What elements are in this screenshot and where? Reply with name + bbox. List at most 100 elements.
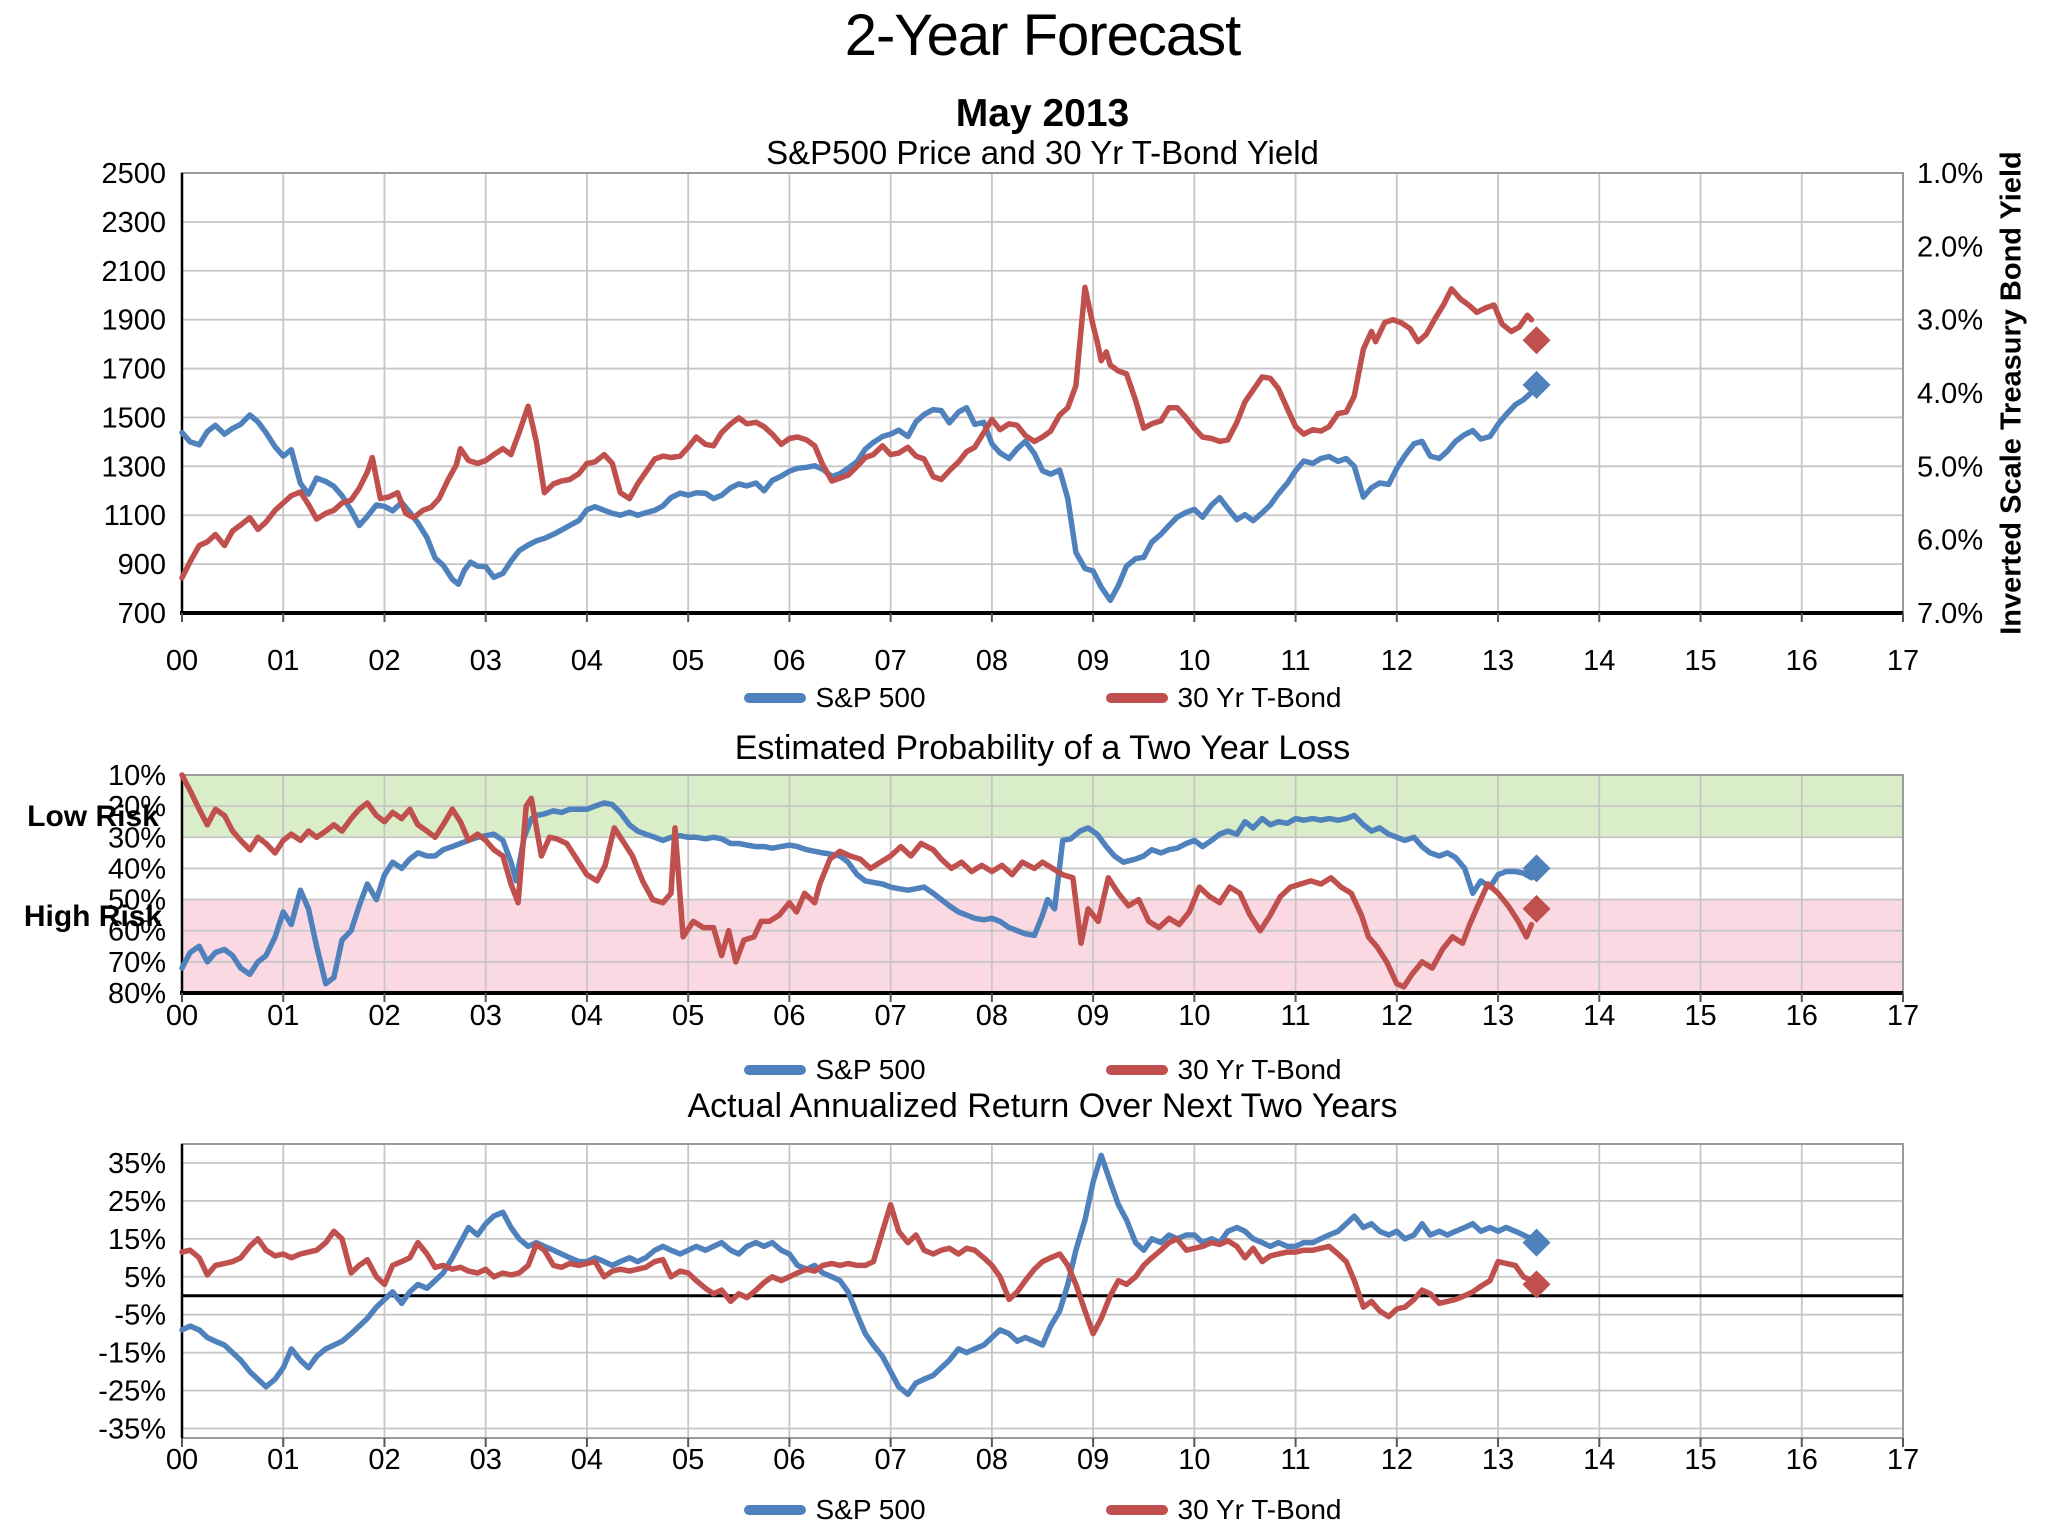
sp500-return-line	[179, 1152, 1535, 1398]
tbond-legend-swatch	[1105, 1505, 1168, 1515]
price-chart-x-tick-label: 15	[1684, 645, 1716, 677]
legend-item-sp500: S&P 500	[743, 1494, 926, 1526]
probability-chart-legend: S&P 500 30 Yr T-Bond	[182, 1054, 1903, 1086]
probability-chart-x-tick-label: 17	[1887, 1000, 1919, 1032]
probability-chart-x-tick-label: 00	[166, 1000, 198, 1032]
price-chart-y-tick-label: 900	[118, 549, 166, 581]
return-chart-y-tick-label: -35%	[98, 1414, 166, 1446]
price-chart-x-tick-label: 06	[773, 645, 805, 677]
return-chart-x-tick-label: 15	[1684, 1444, 1716, 1476]
probability-chart-y-tick-label: 50%	[108, 885, 166, 917]
probability-chart-x-tick-label: 03	[470, 1000, 502, 1032]
tbond-legend-swatch	[1105, 1065, 1168, 1075]
probability-chart-title: Estimated Probability of a Two Year Loss	[734, 729, 1351, 767]
price-chart-x-tick-label: 09	[1077, 645, 1109, 677]
probability-chart-y-tick-label: 20%	[108, 791, 166, 823]
probability-chart-x-tick-label: 05	[672, 1000, 704, 1032]
price-chart-x-tick-label: 02	[368, 645, 400, 677]
return-chart-y-tick-label: 35%	[108, 1148, 166, 1180]
tbond-return-line	[179, 1201, 1535, 1337]
price-chart-y-tick-label: 1700	[101, 354, 166, 386]
probability-chart-x-tick-label: 16	[1786, 1000, 1818, 1032]
price-chart-x-tick-label: 16	[1786, 645, 1818, 677]
probability-chart-x-tick-label: 01	[267, 1000, 299, 1032]
high-risk-label: High Risk	[23, 900, 163, 933]
tbond-yield-line-forecast-diamond	[1522, 326, 1551, 355]
sp500-legend-swatch	[743, 1065, 806, 1075]
sp500-legend-swatch	[743, 693, 806, 703]
return-chart-x-tick-label: 01	[267, 1444, 299, 1476]
probability-chart-x-tick-label: 04	[571, 1000, 603, 1032]
price-chart-x-tick-label: 11	[1281, 645, 1311, 677]
tbond-yield-line	[179, 284, 1535, 581]
return-chart-x-tick-label: 11	[1281, 1444, 1311, 1476]
price-chart-x-tick-label: 14	[1583, 645, 1615, 677]
return-chart-x-tick-label: 09	[1077, 1444, 1109, 1476]
legend-item-tbond: 30 Yr T-Bond	[1105, 1054, 1342, 1086]
price-chart-x-tick-label: 10	[1178, 645, 1210, 677]
probability-chart-y-tick-label: 30%	[108, 822, 166, 854]
price-chart-x-tick-label: 03	[470, 645, 502, 677]
probability-chart-x-tick-label: 09	[1077, 1000, 1109, 1032]
return-chart-legend: S&P 500 30 Yr T-Bond	[182, 1494, 1903, 1526]
return-chart-x-tick-label: 04	[571, 1444, 603, 1476]
return-chart-title: Actual Annualized Return Over Next Two Y…	[687, 1087, 1398, 1125]
return-chart-x-tick-label: 06	[773, 1444, 805, 1476]
low-risk-label: Low Risk	[27, 800, 159, 833]
price-chart-x-tick-label: 07	[875, 645, 907, 677]
price-chart-title: S&P500 Price and 30 Yr T-Bond Yield	[766, 134, 1319, 171]
tbond-probability-line-forecast-diamond	[1522, 894, 1551, 923]
sp500-price-line-forecast-diamond	[1522, 370, 1551, 399]
price-chart-x-tick-label: 17	[1887, 645, 1919, 677]
probability-chart: 10%20%30%40%50%60%70%80%00 01 02 03 04 05 06 07…	[108, 760, 1919, 1032]
price-chart-y-tick-label: 700	[118, 598, 166, 630]
price-chart-y-tick-label: 1100	[104, 500, 166, 532]
return-chart-x-tick-label: 16	[1786, 1444, 1818, 1476]
price-chart-x-tick-label: 08	[976, 645, 1008, 677]
right-axis-title: Inverted Scale Treasury Bond Yield	[1995, 151, 2028, 635]
legend-item-sp500: S&P 500	[743, 1054, 926, 1086]
probability-chart-y-tick-label: 80%	[108, 978, 166, 1010]
price-chart-right-y-tick-label: 5.0%	[1917, 451, 1983, 483]
tbond-legend-swatch	[1105, 693, 1168, 703]
probability-chart-x-tick-label: 12	[1381, 1000, 1413, 1032]
probability-chart-x-tick-label: 06	[773, 1000, 805, 1032]
return-chart-x-tick-label: 13	[1482, 1444, 1514, 1476]
price-chart-right-y-tick-label: 3.0%	[1917, 305, 1983, 337]
sp500-return-line-forecast-diamond	[1522, 1228, 1551, 1257]
probability-chart-y-tick-label: 10%	[108, 760, 166, 792]
price-chart-legend: S&P 500 30 Yr T-Bond	[182, 682, 1903, 714]
return-chart-x-tick-label: 12	[1381, 1444, 1413, 1476]
return-chart-x-tick-label: 05	[672, 1444, 704, 1476]
price-chart: 250023002100190017001500130011009007001.…	[101, 158, 1983, 677]
return-chart-x-tick-label: 10	[1178, 1444, 1210, 1476]
price-chart-y-tick-label: 2300	[101, 207, 166, 239]
probability-chart-x-tick-label: 13	[1482, 1000, 1514, 1032]
return-chart-y-tick-label: -15%	[98, 1338, 166, 1370]
forecast-date: May 2013	[955, 92, 1130, 135]
sp500-probability-line	[179, 800, 1535, 987]
price-chart-x-tick-label: 04	[571, 645, 603, 677]
legend-item-tbond: 30 Yr T-Bond	[1105, 682, 1342, 714]
legend-item-tbond: 30 Yr T-Bond	[1105, 1494, 1342, 1526]
return-chart-x-tick-label: 17	[1887, 1444, 1919, 1476]
probability-chart-y-tick-label: 60%	[108, 916, 166, 948]
price-chart-y-tick-label: 1300	[101, 451, 166, 483]
price-chart-x-tick-label: 05	[672, 645, 704, 677]
price-chart-x-tick-label: 13	[1482, 645, 1514, 677]
probability-chart-x-tick-label: 07	[875, 1000, 907, 1032]
return-chart: 35% 25% 15% 5% -5% -15% -25% -35%00 01 02 03 04 05 06…	[98, 1143, 1919, 1476]
probability-chart-x-tick-label: 11	[1281, 1000, 1311, 1032]
sp500-price-line	[179, 389, 1535, 604]
page-title: 2-Year Forecast	[844, 3, 1242, 68]
return-chart-x-tick-label: 08	[976, 1444, 1008, 1476]
return-chart-x-tick-label: 02	[368, 1444, 400, 1476]
probability-chart-x-tick-label: 14	[1583, 1000, 1615, 1032]
probability-chart-x-tick-label: 10	[1178, 1000, 1210, 1032]
price-chart-right-y-tick-label: 4.0%	[1917, 378, 1983, 410]
price-chart-right-y-tick-label: 2.0%	[1917, 231, 1983, 263]
return-chart-x-tick-label: 14	[1583, 1444, 1615, 1476]
probability-chart-y-tick-label: 40%	[108, 853, 166, 885]
return-chart-x-tick-label: 00	[166, 1444, 198, 1476]
